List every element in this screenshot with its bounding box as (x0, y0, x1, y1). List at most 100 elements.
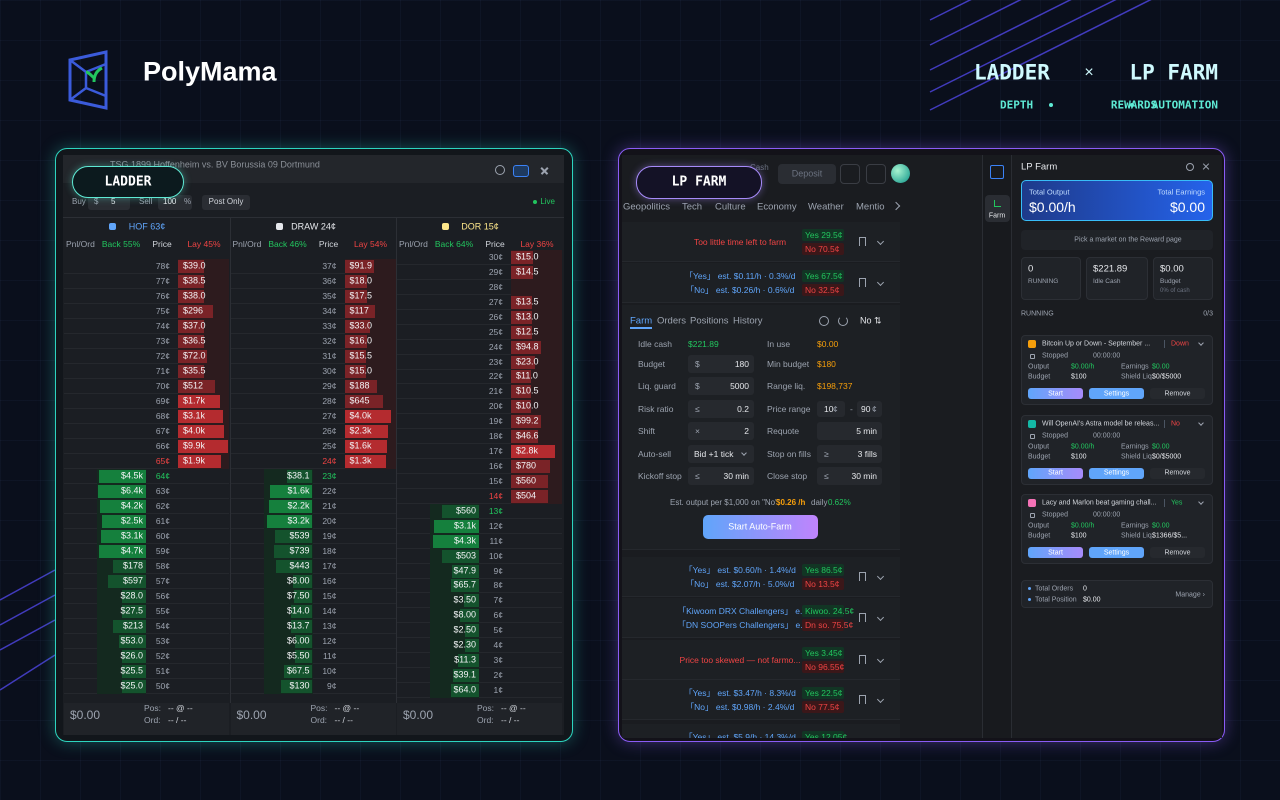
rows: 18¢ (322, 545, 337, 556)
row-line (64, 348, 229, 349)
layout-icon[interactable] (513, 165, 529, 177)
value: 30 min (851, 470, 877, 481)
total-output: $0.00/h (1029, 199, 1076, 215)
row-line (230, 678, 396, 679)
rows: 74¢ (155, 320, 170, 331)
summary-card (1021, 580, 1213, 608)
input[interactable] (817, 445, 882, 463)
action-button[interactable] (1089, 547, 1144, 558)
input[interactable] (817, 401, 845, 417)
right: LP FARM (1129, 60, 1218, 85)
no-badge (802, 578, 844, 590)
market-row[interactable] (622, 557, 900, 597)
input[interactable] (688, 377, 754, 395)
rows: $18.0 (349, 275, 373, 286)
market-row[interactable] (622, 680, 900, 720)
input[interactable] (817, 467, 882, 485)
avatar[interactable] (891, 164, 910, 183)
back-bar (121, 650, 146, 663)
market-row[interactable] (622, 222, 900, 262)
input[interactable] (688, 422, 754, 440)
stats: $0.00 (1152, 363, 1170, 371)
farm-icon (994, 200, 1001, 207)
bookmark-icon[interactable] (859, 613, 866, 622)
rows: 22¢ (488, 371, 503, 382)
button[interactable] (202, 195, 250, 210)
row-line (64, 468, 229, 469)
back-bar (432, 534, 479, 548)
market-row[interactable] (622, 598, 900, 638)
input[interactable] (158, 195, 192, 210)
lay-bar (178, 275, 204, 288)
lay-bar (178, 395, 221, 408)
market-row[interactable] (622, 263, 900, 303)
row-line (230, 528, 396, 529)
row-line (230, 693, 396, 694)
input[interactable] (857, 401, 882, 417)
input[interactable] (817, 422, 882, 440)
gift-icon[interactable] (840, 164, 860, 184)
input[interactable] (688, 400, 754, 418)
market-row[interactable] (622, 640, 900, 680)
daily-label: daily (811, 498, 828, 507)
headers: Lay 36% (520, 238, 554, 249)
lay-bar (511, 489, 549, 503)
bookmark-icon[interactable] (859, 572, 866, 581)
logo-icon[interactable] (990, 165, 1004, 179)
action-button[interactable] (1089, 388, 1144, 399)
back-bar (291, 620, 313, 633)
select[interactable] (688, 445, 754, 463)
title: Will OpenAI's Astra model be releas... (1042, 420, 1160, 427)
position: $0.00 (1083, 596, 1101, 604)
row-line (230, 663, 396, 664)
action-button[interactable] (1150, 467, 1205, 479)
info-icon[interactable] (819, 316, 829, 326)
action-button[interactable] (1150, 388, 1205, 399)
action-button[interactable] (1028, 547, 1083, 558)
value: 0 (1028, 263, 1034, 275)
rows: 8¢ (493, 580, 503, 591)
label: Risk ratio (638, 403, 674, 414)
row-line (397, 696, 562, 698)
action-button[interactable] (1028, 467, 1083, 479)
refresh-icon[interactable] (838, 316, 848, 326)
input[interactable] (688, 467, 754, 485)
action-button[interactable] (1028, 388, 1083, 399)
info-icon[interactable] (495, 165, 505, 175)
rows: $47.9 (453, 565, 476, 576)
input[interactable] (688, 355, 754, 373)
info-icon[interactable] (1186, 163, 1194, 171)
manage[interactable]: Manage › (1175, 591, 1205, 599)
bell-icon[interactable] (866, 164, 886, 184)
input[interactable] (88, 195, 130, 210)
outcome-icon (109, 223, 116, 230)
divider (63, 217, 564, 218)
back-bar (99, 470, 146, 483)
value: $221.89 (1093, 263, 1128, 275)
prefix: ≤ (695, 403, 700, 414)
lay-bar (178, 440, 228, 453)
action-button[interactable] (1150, 547, 1205, 558)
start-button[interactable] (703, 515, 818, 539)
row-line (230, 648, 396, 649)
nav-item[interactable] (985, 195, 1010, 222)
lay-bar (511, 400, 531, 414)
deposit-button[interactable] (778, 164, 836, 184)
action-button[interactable] (1089, 467, 1144, 479)
lay-bar (511, 415, 541, 429)
value: $221.89 (688, 338, 719, 349)
lay-bar (178, 320, 204, 333)
back-bar (275, 530, 313, 543)
value: Bid +1 tick (694, 448, 734, 459)
bookmark-icon[interactable] (859, 237, 866, 246)
bookmark-icon[interactable] (859, 695, 866, 704)
rows: $11.0 (516, 370, 538, 381)
bookmark-icon[interactable] (859, 278, 866, 287)
badge: LADDER (104, 174, 152, 190)
bookmark-icon[interactable] (859, 655, 866, 664)
badge (72, 166, 184, 198)
dot (1028, 598, 1031, 601)
rows: $39.1 (453, 669, 476, 680)
to: 90 (861, 403, 871, 414)
value: $198,737 (817, 380, 853, 391)
